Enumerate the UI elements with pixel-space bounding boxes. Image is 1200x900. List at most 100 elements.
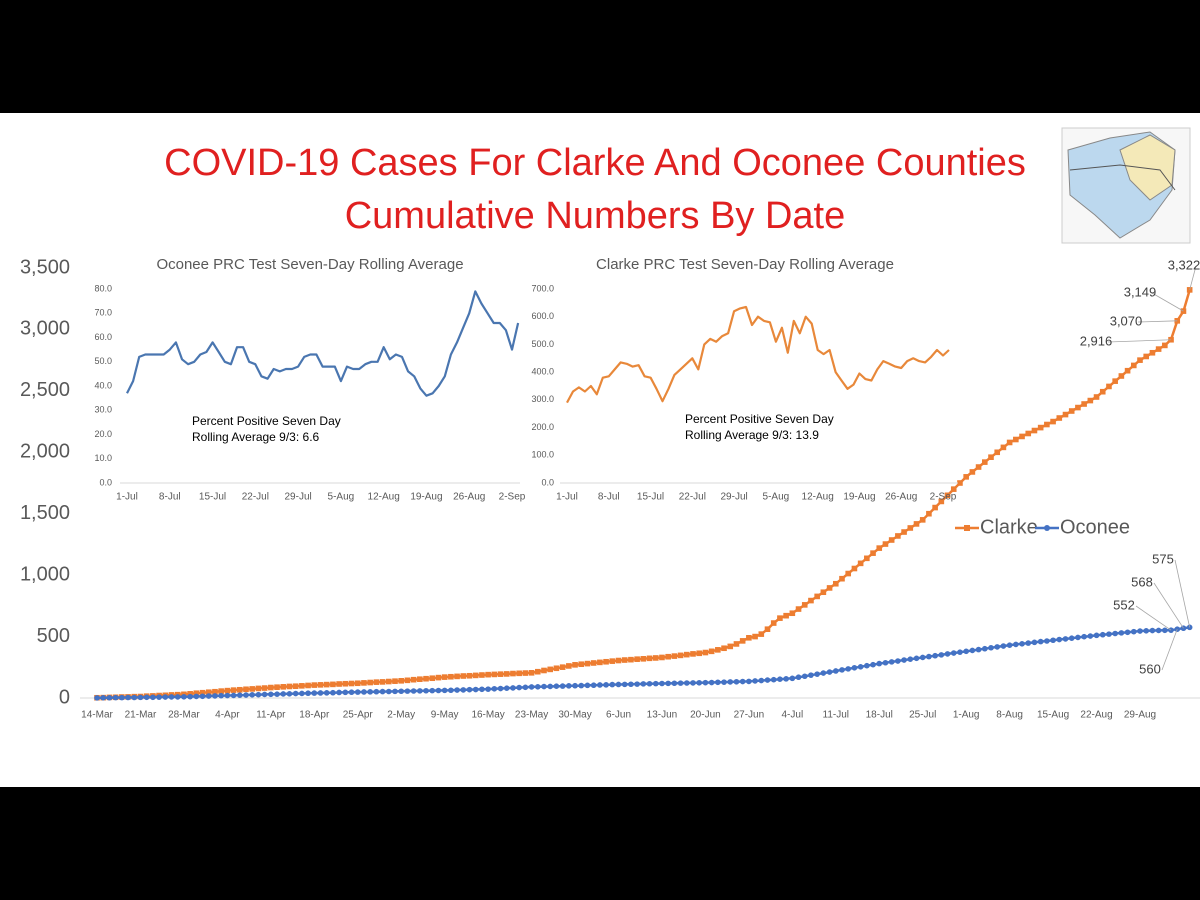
marker bbox=[609, 658, 616, 664]
marker bbox=[634, 656, 640, 662]
marker bbox=[510, 685, 516, 691]
marker bbox=[1124, 367, 1131, 374]
marker bbox=[379, 679, 386, 685]
marker bbox=[230, 687, 237, 693]
leader-line bbox=[1137, 320, 1178, 323]
marker bbox=[659, 680, 665, 687]
marker bbox=[950, 650, 957, 656]
x-tick-label: 22-Aug bbox=[1080, 710, 1112, 721]
marker bbox=[112, 694, 119, 701]
marker bbox=[628, 681, 634, 688]
marker bbox=[1106, 631, 1112, 637]
marker bbox=[392, 688, 398, 695]
marker bbox=[280, 684, 287, 690]
marker bbox=[218, 692, 224, 699]
marker bbox=[677, 652, 684, 659]
marker bbox=[764, 677, 771, 683]
marker bbox=[330, 681, 336, 688]
marker bbox=[808, 672, 814, 678]
data-label: 3,322 bbox=[1168, 257, 1200, 272]
leader-line bbox=[1135, 605, 1172, 631]
x-tick-label: 30-May bbox=[558, 710, 591, 721]
inset-title: Clarke PRC Test Seven-Day Rolling Averag… bbox=[596, 256, 894, 273]
marker bbox=[559, 683, 566, 689]
marker bbox=[1093, 632, 1100, 639]
marker bbox=[280, 691, 287, 697]
marker bbox=[137, 694, 144, 701]
marker bbox=[516, 670, 522, 677]
leader-line bbox=[1174, 559, 1191, 628]
marker bbox=[162, 694, 169, 700]
leader-line bbox=[1151, 292, 1184, 312]
marker bbox=[311, 690, 318, 696]
marker bbox=[249, 692, 256, 698]
x-tick-label: 15-Jul bbox=[199, 492, 226, 503]
marker bbox=[988, 644, 994, 651]
y-tick-label: 1,500 bbox=[20, 502, 70, 524]
marker bbox=[957, 480, 963, 486]
marker bbox=[559, 664, 566, 670]
marker bbox=[404, 688, 411, 694]
data-label: 568 bbox=[1131, 574, 1153, 589]
marker bbox=[665, 680, 671, 687]
marker bbox=[423, 687, 429, 694]
marker bbox=[733, 678, 740, 685]
marker bbox=[299, 690, 305, 697]
marker bbox=[963, 474, 969, 480]
marker bbox=[1118, 373, 1125, 379]
marker bbox=[268, 691, 274, 698]
marker bbox=[1019, 433, 1025, 440]
legend-marker bbox=[964, 525, 970, 531]
marker bbox=[510, 670, 516, 677]
marker bbox=[814, 593, 820, 600]
marker bbox=[1087, 397, 1094, 404]
leader-line bbox=[1189, 265, 1197, 290]
marker bbox=[851, 565, 858, 572]
x-tick-label: 22-Jul bbox=[242, 492, 269, 503]
y-tick-label: 3,000 bbox=[20, 318, 70, 340]
y-tick-label: 700.0 bbox=[531, 283, 554, 293]
marker bbox=[1037, 638, 1044, 645]
marker bbox=[268, 684, 274, 691]
marker bbox=[330, 689, 336, 696]
marker bbox=[696, 679, 703, 686]
marker bbox=[336, 689, 342, 696]
x-tick-label: 4-Jul bbox=[781, 710, 803, 721]
marker bbox=[255, 685, 262, 692]
x-tick-label: 15-Jul bbox=[637, 492, 664, 503]
marker bbox=[243, 692, 249, 698]
marker bbox=[1044, 421, 1050, 428]
marker bbox=[690, 680, 696, 686]
marker bbox=[690, 651, 696, 657]
marker bbox=[795, 606, 802, 612]
marker bbox=[491, 685, 498, 692]
marker bbox=[659, 654, 665, 661]
marker bbox=[746, 635, 752, 641]
marker bbox=[212, 688, 218, 695]
marker bbox=[1006, 642, 1013, 648]
marker bbox=[578, 682, 585, 689]
marker bbox=[566, 663, 572, 669]
marker bbox=[789, 675, 796, 682]
marker bbox=[1099, 388, 1106, 395]
marker bbox=[888, 659, 895, 665]
y-tick-label: 0 bbox=[59, 686, 70, 708]
marker bbox=[472, 686, 479, 693]
marker bbox=[944, 492, 951, 499]
marker bbox=[758, 631, 765, 637]
y-tick-label: 600.0 bbox=[531, 311, 554, 321]
marker bbox=[975, 464, 982, 470]
marker bbox=[783, 676, 789, 682]
legend-label: Clarke bbox=[980, 516, 1038, 538]
marker bbox=[460, 687, 467, 693]
marker bbox=[832, 580, 839, 587]
marker bbox=[336, 681, 342, 687]
marker bbox=[317, 682, 324, 688]
marker bbox=[789, 610, 796, 617]
y-tick-label: 20.0 bbox=[94, 429, 112, 439]
marker bbox=[373, 679, 380, 685]
marker bbox=[497, 671, 504, 677]
marker bbox=[665, 653, 671, 660]
marker bbox=[950, 486, 957, 492]
marker bbox=[1044, 638, 1050, 644]
